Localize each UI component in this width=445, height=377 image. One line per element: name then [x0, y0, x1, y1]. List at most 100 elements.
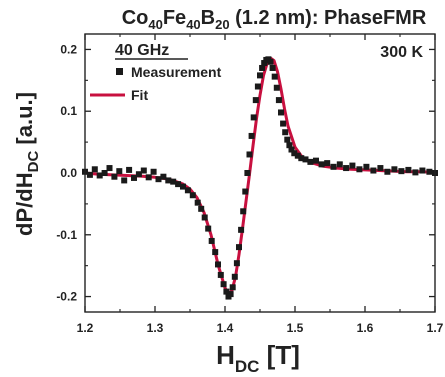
measurement-point: [313, 157, 319, 164]
measurement-point: [145, 174, 152, 181]
measurement-point: [236, 244, 242, 251]
measurement-point: [280, 120, 287, 127]
measurement-point: [126, 166, 133, 173]
measurement-point: [215, 261, 221, 268]
measurement-point: [189, 192, 196, 199]
measurement-point: [284, 136, 291, 143]
measurement-point: [412, 169, 419, 176]
chart-title: Co40Fe40B20 (1.2 nm): PhaseFMR: [122, 7, 427, 32]
measurement-point: [220, 281, 227, 288]
measurement-point: [212, 249, 219, 256]
measurement-point: [101, 170, 108, 176]
measurement-point: [271, 73, 278, 80]
measurement-point: [111, 173, 118, 180]
measurement-point: [150, 168, 157, 175]
measurement-point: [240, 208, 247, 215]
y-tick-label: 0.1: [60, 104, 77, 118]
measurement-point: [267, 58, 274, 65]
measurement-point: [175, 181, 182, 188]
measurement-point: [205, 225, 212, 232]
measurement-point: [269, 64, 276, 71]
measurement-point: [330, 163, 337, 170]
legend-marker-measurement: [116, 68, 123, 75]
measurement-point: [370, 167, 377, 174]
legend-label-fit: Fit: [131, 87, 148, 103]
measurement-point: [121, 177, 128, 184]
x-axis-label: HDC [T]: [216, 340, 300, 376]
measurement-point: [336, 161, 343, 168]
measurement-point: [282, 129, 289, 136]
measurement-point: [238, 226, 245, 233]
measurement-point: [170, 178, 177, 185]
legend-label-measurement: Measurement: [131, 64, 222, 80]
measurement-point: [180, 183, 186, 190]
measurement-point: [96, 172, 103, 179]
measurement-point: [244, 170, 251, 176]
measurement-point: [257, 72, 263, 79]
x-tick-label: 1.7: [427, 321, 444, 335]
measurement-point: [246, 151, 253, 158]
measurement-point: [426, 168, 433, 175]
measurement-point: [208, 237, 215, 244]
measurement-point: [278, 109, 284, 116]
measurement-point: [131, 174, 137, 181]
measurement-point: [229, 284, 236, 291]
measurement-point: [419, 167, 426, 174]
frequency-annotation: 40 GHz: [115, 42, 169, 59]
y-axis-label: dP/dHDC [a.u.]: [12, 92, 42, 236]
measurement-point: [259, 64, 266, 71]
x-tick-label: 1.6: [357, 321, 374, 335]
measurement-point: [288, 146, 295, 153]
measurement-point: [377, 165, 384, 172]
measurement-point: [217, 271, 224, 278]
measurement-point: [91, 166, 98, 173]
measurement-point: [398, 168, 405, 175]
measurement-point: [116, 168, 123, 175]
measurement-point: [261, 60, 268, 67]
measurement-point: [231, 273, 238, 280]
measurement-point: [275, 97, 282, 104]
measurement-point: [165, 177, 172, 184]
measurement-point: [254, 83, 261, 90]
measurement-point: [198, 205, 205, 212]
measurement-point: [140, 167, 147, 174]
y-tick-label: -0.2: [56, 290, 77, 304]
measurement-point: [286, 142, 293, 149]
measurement-point: [242, 188, 249, 195]
measurement-point: [184, 187, 191, 194]
measurement-point: [302, 156, 309, 163]
measurement-point: [248, 132, 255, 139]
measurement-point: [291, 150, 298, 157]
x-tick-label: 1.4: [217, 321, 234, 335]
measurement-point: [250, 114, 257, 121]
measurement-point: [223, 288, 230, 295]
measurement-point: [273, 84, 280, 91]
measurement-point: [343, 165, 350, 172]
measurement-point: [155, 176, 162, 183]
y-tick-label: -0.1: [56, 228, 77, 242]
plot-frame: [84, 33, 436, 313]
measurement-point: [349, 162, 356, 169]
measurement-point: [194, 199, 201, 206]
measurement-point: [201, 214, 208, 221]
measurement-point: [318, 161, 325, 168]
measurement-point: [294, 152, 301, 159]
measurement-point: [298, 155, 305, 162]
y-tick-label: 0.0: [60, 166, 77, 180]
measurement-point: [86, 171, 93, 178]
measurement-point: [227, 291, 234, 298]
measurement-point: [307, 158, 314, 165]
measurement-point: [135, 171, 142, 178]
measurement-point: [160, 173, 167, 180]
measurement-point: [391, 166, 398, 173]
temperature-annotation: 300 K: [380, 44, 423, 61]
measurement-point: [233, 260, 240, 267]
measurement-point: [106, 165, 113, 172]
measurement-point: [384, 168, 391, 175]
measurement-point: [405, 166, 412, 173]
x-tick-label: 1.2: [77, 321, 94, 335]
measurement-point: [363, 163, 370, 170]
measurement-point: [356, 166, 363, 173]
measurement-point: [252, 97, 259, 104]
